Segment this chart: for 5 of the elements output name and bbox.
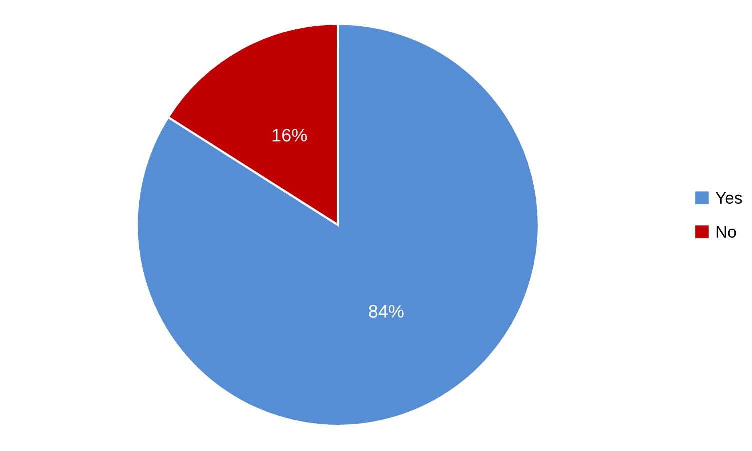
legend-label: No: [716, 226, 736, 238]
data-label: 84%: [369, 305, 404, 318]
legend-label: Yes: [716, 192, 742, 204]
data-label: 16%: [272, 129, 308, 142]
pie-slice: [136, 23, 540, 428]
